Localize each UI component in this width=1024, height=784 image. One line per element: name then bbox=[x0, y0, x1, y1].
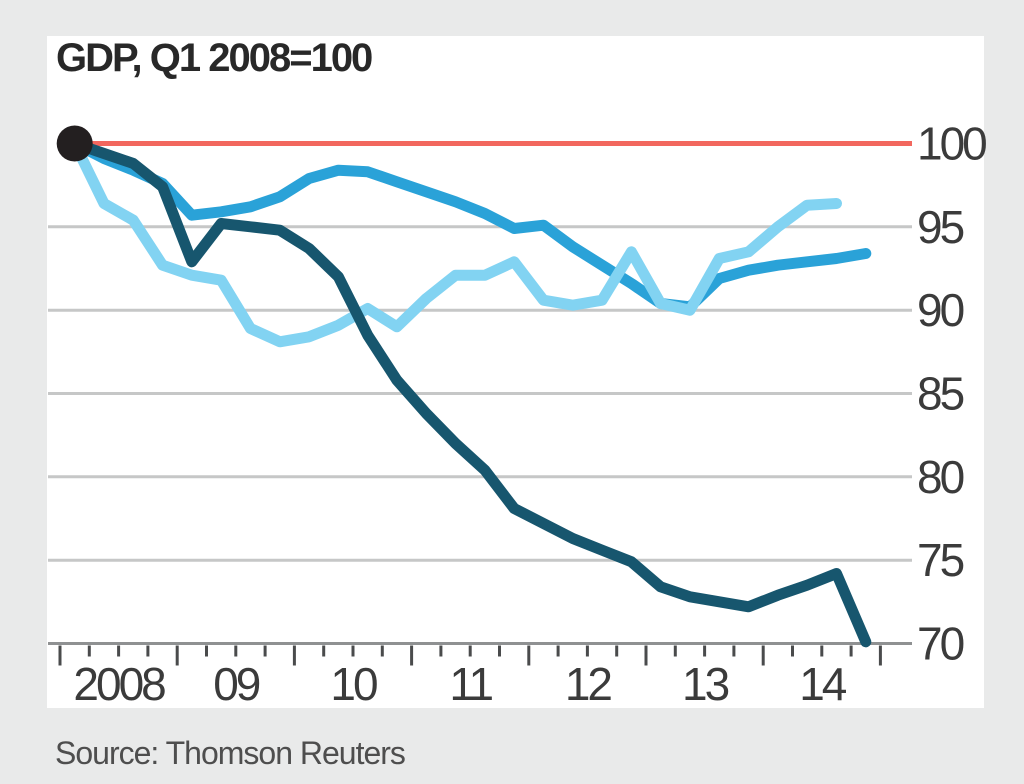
start-dot bbox=[56, 125, 93, 162]
x-axis-label: 09 bbox=[213, 658, 260, 710]
source-note: Source: Thomson Reuters bbox=[55, 735, 406, 771]
y-axis-label: 90 bbox=[917, 284, 964, 336]
y-axis-label: 85 bbox=[917, 368, 964, 420]
light-blue-line bbox=[69, 138, 842, 348]
x-axis-label: 10 bbox=[330, 658, 377, 710]
chart-panel bbox=[47, 36, 984, 708]
medium-blue-line bbox=[69, 138, 872, 313]
y-axis-label: 75 bbox=[917, 534, 964, 586]
x-axis-label: 2008 bbox=[73, 658, 165, 710]
x-axis-label: 14 bbox=[799, 658, 847, 710]
dark-teal-line bbox=[69, 138, 872, 648]
y-axis-label: 95 bbox=[917, 201, 964, 253]
x-axis-label: 11 bbox=[449, 658, 492, 710]
chart-title: GDP, Q1 2008=100 bbox=[56, 36, 373, 80]
x-axis-label: 12 bbox=[565, 658, 612, 710]
y-axis-label: 70 bbox=[917, 618, 964, 670]
y-axis-label: 100 bbox=[917, 118, 986, 170]
x-axis-label: 13 bbox=[682, 658, 729, 710]
y-axis-label: 80 bbox=[917, 451, 964, 503]
